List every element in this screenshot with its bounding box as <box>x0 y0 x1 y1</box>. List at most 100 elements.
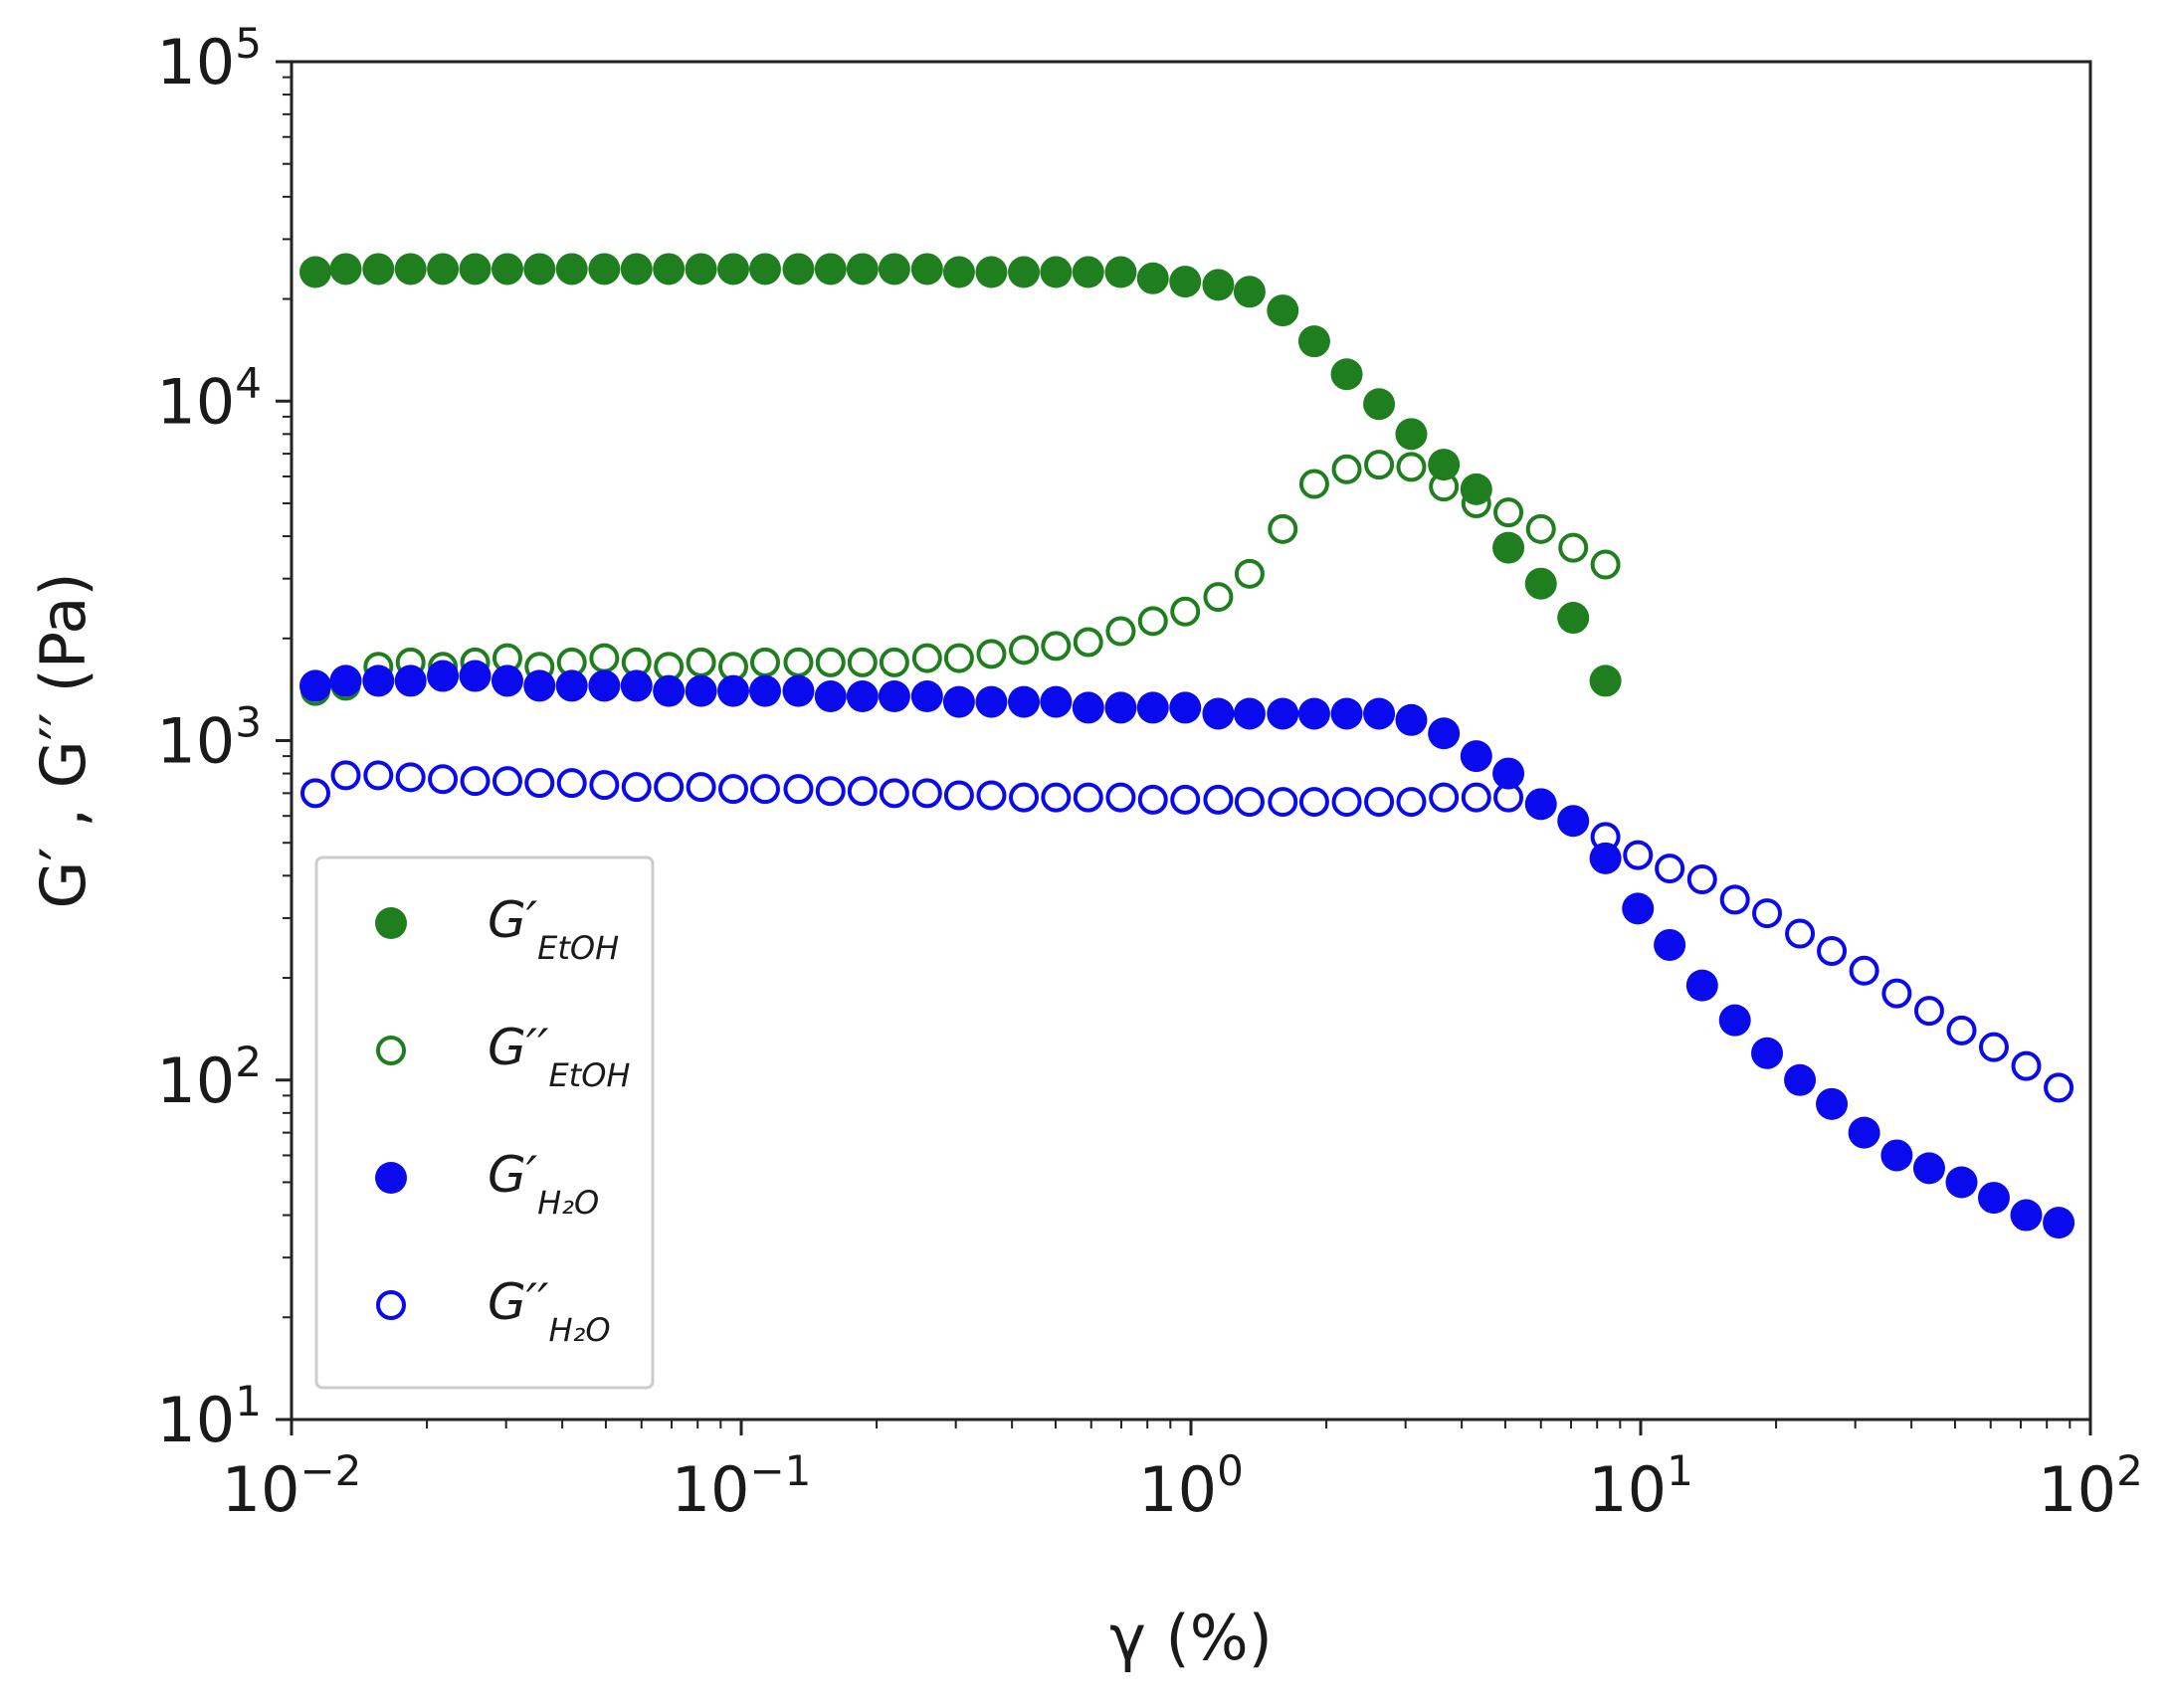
data-point <box>1297 325 1330 358</box>
data-point <box>1880 1139 1913 1172</box>
data-point <box>555 669 588 702</box>
data-point <box>1170 596 1201 627</box>
data-point <box>1330 358 1363 391</box>
data-point <box>1461 487 1491 518</box>
data-point <box>1104 256 1137 288</box>
data-point <box>1946 1015 1977 1045</box>
data-point <box>1105 782 1136 813</box>
data-point <box>1752 898 1783 929</box>
data-point <box>1040 685 1073 718</box>
data-point <box>1492 531 1525 564</box>
data-point <box>1396 452 1427 482</box>
data-point <box>1913 996 1944 1027</box>
data-point <box>716 253 749 285</box>
data-point <box>846 253 879 285</box>
data-point <box>395 762 426 793</box>
data-point <box>1849 955 1879 986</box>
data-point <box>1331 787 1362 818</box>
data-point <box>653 674 686 707</box>
data-point <box>1330 697 1363 730</box>
data-point <box>428 764 459 795</box>
data-point <box>1234 787 1265 818</box>
legend-label: G′H₂O <box>488 1146 599 1222</box>
tick-labels: 10−2 10−1 100 101 102 101 102 103 104 105 <box>156 19 2142 1526</box>
data-point <box>620 253 653 285</box>
data-point <box>1524 567 1557 600</box>
data-point <box>1105 616 1136 647</box>
data-point <box>911 643 942 673</box>
legend-label: G′EtOH <box>488 891 619 967</box>
x-axis-label: γ (%) <box>1109 1602 1273 1674</box>
data-point <box>1234 558 1265 589</box>
data-point <box>1525 789 1556 820</box>
data-point <box>749 774 780 805</box>
data-point <box>1233 276 1266 308</box>
data-point <box>1492 757 1525 790</box>
data-point <box>1428 717 1461 750</box>
data-point <box>2043 1207 2075 1239</box>
data-point <box>975 256 1008 288</box>
data-point <box>1654 928 1686 961</box>
data-point <box>362 253 395 285</box>
data-point <box>1169 266 1202 298</box>
data-point <box>1590 822 1621 853</box>
legend-marker <box>375 907 407 939</box>
data-point <box>1558 806 1589 837</box>
data-point <box>1008 256 1041 288</box>
data-point <box>686 772 716 803</box>
data-point <box>1267 294 1299 327</box>
data-point <box>1364 450 1395 480</box>
data-point <box>460 766 491 797</box>
data-point <box>1396 787 1427 818</box>
data-point <box>1203 582 1234 613</box>
data-point <box>1848 1116 1880 1149</box>
data-point <box>491 664 523 697</box>
data-point <box>943 780 974 811</box>
data-point <box>1009 635 1040 665</box>
data-point <box>879 778 909 809</box>
data-point <box>943 643 974 673</box>
legend-box <box>314 855 655 1390</box>
data-point <box>1008 685 1041 718</box>
data-point <box>976 639 1007 669</box>
data-point <box>555 253 588 285</box>
data-point <box>685 674 717 707</box>
data-point <box>2010 1199 2043 1232</box>
data-point <box>1395 703 1428 736</box>
data-point <box>588 669 621 702</box>
data-point <box>459 660 492 692</box>
data-point <box>298 256 331 288</box>
data-point <box>1817 936 1848 967</box>
data-point <box>589 770 620 801</box>
data-point <box>654 772 685 803</box>
data-point <box>1202 269 1235 301</box>
data-point <box>653 253 686 285</box>
data-point <box>620 669 653 702</box>
data-point <box>1297 697 1330 730</box>
data-point <box>976 780 1007 811</box>
y-tick-label: 101 <box>156 1377 262 1456</box>
legend-marker <box>376 1036 406 1065</box>
data-point <box>1041 631 1072 662</box>
data-point <box>330 760 361 791</box>
data-point <box>2044 1072 2074 1103</box>
legend: G′EtOH G′′EtOH G′H₂O G′′H₂O <box>314 855 655 1390</box>
data-point <box>427 660 460 692</box>
data-point <box>1461 782 1491 813</box>
data-point <box>1622 892 1655 925</box>
x-tick-label: 100 <box>1138 1446 1244 1526</box>
data-point <box>975 685 1008 718</box>
data-point <box>910 253 943 285</box>
data-point <box>1202 697 1235 730</box>
data-point <box>1557 602 1590 635</box>
x-tick-label: 10−1 <box>672 1446 812 1526</box>
data-point <box>1655 854 1685 884</box>
data-point <box>1009 782 1040 813</box>
data-point <box>847 776 878 807</box>
data-point <box>1298 787 1329 818</box>
data-point <box>523 669 556 702</box>
y-axis-label: G′ , G′′ (Pa) <box>27 572 99 908</box>
data-point <box>459 253 492 285</box>
data-point <box>1751 1037 1784 1069</box>
